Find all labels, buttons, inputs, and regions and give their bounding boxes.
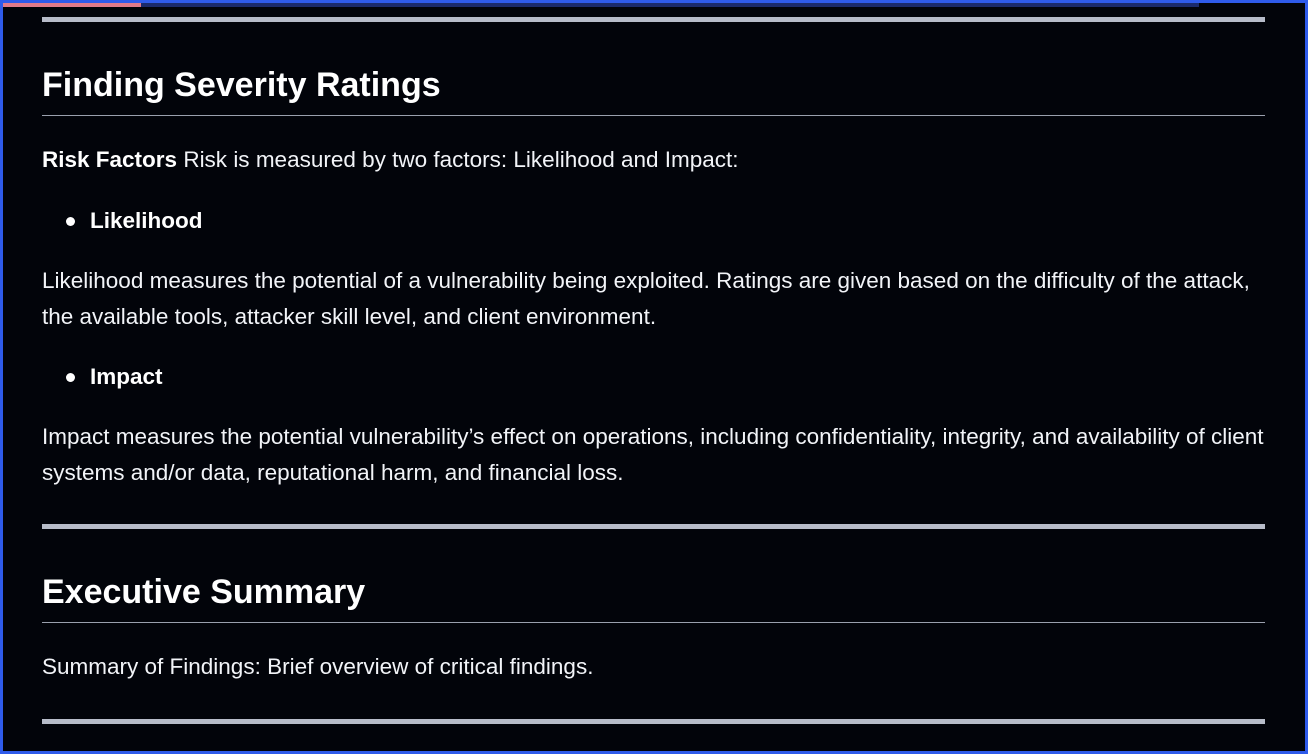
bullet-icon xyxy=(66,373,75,382)
executive-summary-paragraph: Summary of Findings: Brief overview of c… xyxy=(42,654,594,679)
likelihood-paragraph: Likelihood measures the potential of a v… xyxy=(42,268,1250,329)
bullet-icon xyxy=(66,217,75,226)
impact-label: Impact xyxy=(90,364,163,389)
section-divider xyxy=(42,17,1265,22)
risk-factors-label: Risk Factors xyxy=(42,147,178,172)
section-divider xyxy=(42,524,1265,529)
heading-underline xyxy=(42,115,1265,116)
section-heading-executive-summary: Executive Summary xyxy=(42,573,366,611)
scroll-progress-bar xyxy=(3,3,1199,7)
likelihood-label: Likelihood xyxy=(90,208,203,233)
section-heading-severity: Finding Severity Ratings xyxy=(42,66,441,104)
impact-paragraph: Impact measures the potential vulnerabil… xyxy=(42,424,1264,485)
scroll-progress-fill xyxy=(3,3,141,7)
heading-underline xyxy=(42,622,1265,623)
risk-factors-paragraph: Risk Factors Risk is measured by two fac… xyxy=(42,142,1265,178)
risk-factors-text: Risk is measured by two factors: Likelih… xyxy=(177,147,739,172)
section-divider xyxy=(42,719,1265,724)
